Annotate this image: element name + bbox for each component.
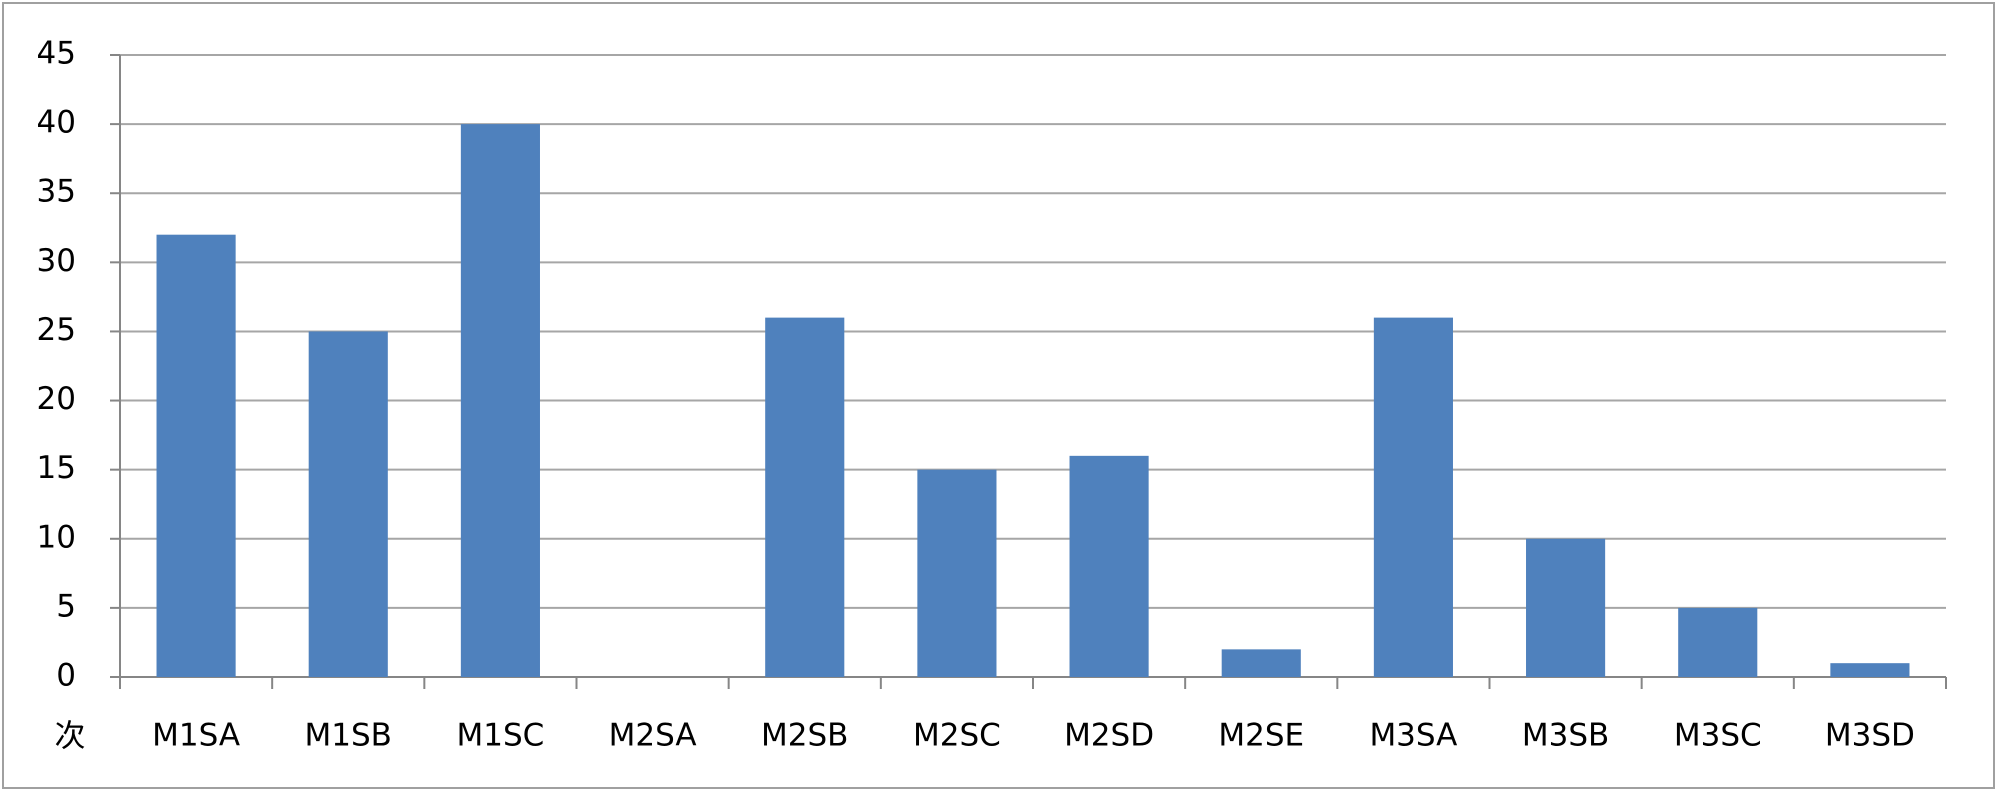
y-tick-label: 45 (37, 36, 76, 72)
x-tick-label: M2SC (913, 718, 1001, 754)
x-tick-label: M3SA (1369, 718, 1457, 754)
x-tick-label: M3SC (1674, 718, 1762, 754)
y-tick-label: 35 (37, 174, 76, 210)
bar (460, 124, 540, 678)
bar (765, 317, 845, 677)
bar (156, 234, 236, 677)
y-tick-label: 30 (37, 243, 76, 279)
bar (1830, 663, 1910, 677)
x-tick-label: M3SD (1825, 718, 1915, 754)
x-tick-label: M2SB (761, 718, 848, 754)
x-tick-label: M2SD (1064, 718, 1154, 754)
x-tick-label: M1SB (305, 718, 392, 754)
bar (1221, 649, 1301, 677)
x-tick-label: M3SB (1522, 718, 1609, 754)
x-tick-label: M1SC (457, 718, 545, 754)
y-tick-label: 40 (37, 105, 76, 141)
bar (1526, 538, 1606, 677)
x-tick-label: M2SA (609, 718, 697, 754)
bar (1373, 317, 1453, 677)
y-tick-label: 10 (37, 519, 76, 555)
bar (1069, 455, 1149, 677)
bar (917, 469, 997, 677)
x-tick-label: M2SE (1218, 718, 1304, 754)
y-tick-label: 5 (56, 588, 76, 624)
y-tick-label: 15 (37, 450, 76, 486)
y-tick-label: 25 (37, 312, 76, 348)
x-tick-label: M1SA (152, 718, 240, 754)
y-unit-label: 次 (55, 719, 86, 755)
y-tick-label: 20 (37, 381, 76, 417)
bar (308, 331, 388, 677)
y-tick-label: 0 (56, 658, 76, 694)
bar (1678, 607, 1758, 677)
